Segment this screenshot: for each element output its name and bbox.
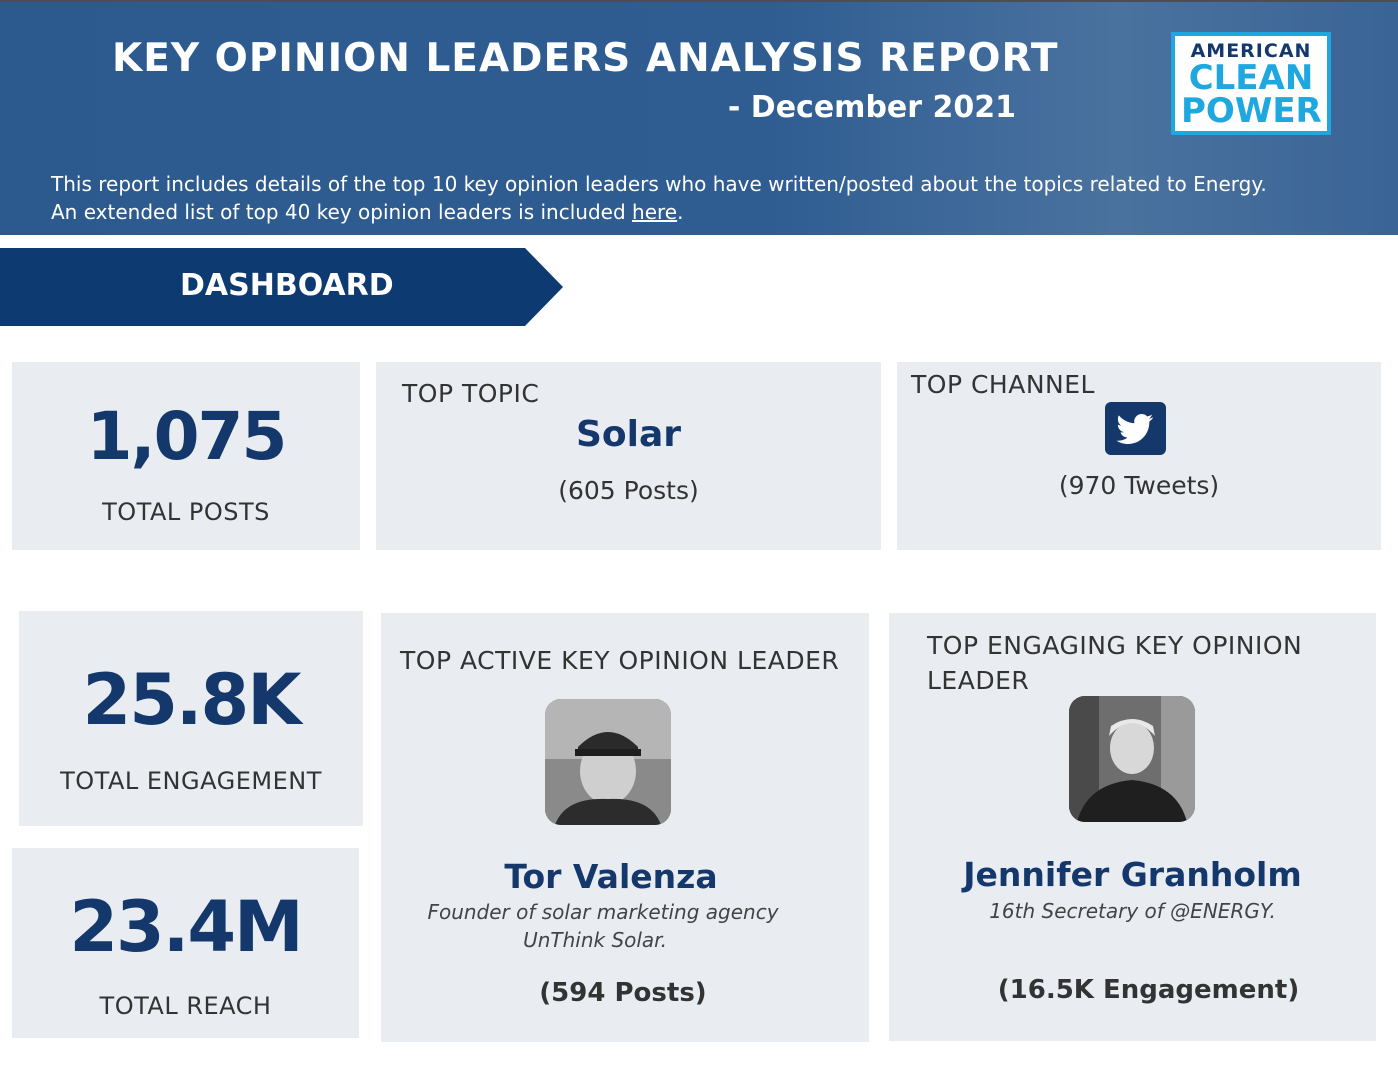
top-topic-card: TOP TOPIC Solar (605 Posts) bbox=[376, 362, 881, 550]
twitter-icon bbox=[1105, 402, 1166, 455]
top-engaging-name: Jennifer Granholm bbox=[963, 855, 1302, 894]
description-line-1: This report includes details of the top … bbox=[51, 172, 1267, 196]
top-engaging-kol-card: TOP ENGAGING KEY OPINION LEADER Jennifer… bbox=[889, 613, 1376, 1041]
top-active-bio-line-1: Founder of solar marketing agency bbox=[427, 900, 779, 924]
total-reach-card: 23.4M TOTAL REACH bbox=[12, 848, 359, 1038]
description-line-2: An extended list of top 40 key opinion l… bbox=[51, 198, 1351, 226]
total-engagement-label: TOTAL ENGAGEMENT bbox=[60, 767, 322, 795]
tor-valenza-photo bbox=[545, 699, 671, 825]
total-posts-value: 1,075 bbox=[86, 398, 288, 475]
banner-arrow-shape bbox=[0, 248, 563, 326]
logo-line-1: AMERICAN bbox=[1190, 40, 1312, 62]
total-posts-label: TOTAL POSTS bbox=[102, 498, 270, 526]
top-topic-heading: TOP TOPIC bbox=[402, 379, 540, 408]
top-channel-count: (970 Tweets) bbox=[1058, 471, 1220, 500]
american-clean-power-logo: AMERICAN CLEAN POWER bbox=[1171, 32, 1331, 135]
description-prefix: An extended list of top 40 key opinion l… bbox=[51, 200, 633, 224]
description-suffix: . bbox=[677, 200, 684, 224]
total-reach-label: TOTAL REACH bbox=[99, 992, 272, 1020]
report-subtitle: - December 2021 bbox=[727, 90, 1016, 125]
top-active-kol-card: TOP ACTIVE KEY OPINION LEADER Tor Valenz… bbox=[381, 613, 869, 1042]
top-engaging-heading-line-2: LEADER bbox=[927, 666, 1030, 695]
here-link[interactable]: here bbox=[632, 200, 678, 224]
top-active-name: Tor Valenza bbox=[504, 857, 718, 896]
top-active-heading: TOP ACTIVE KEY OPINION LEADER bbox=[400, 646, 840, 675]
top-engaging-bio: 16th Secretary of @ENERGY. bbox=[989, 899, 1276, 923]
dashboard-label: DASHBOARD bbox=[180, 268, 394, 303]
top-active-count: (594 Posts) bbox=[539, 978, 707, 1008]
total-engagement-card: 25.8K TOTAL ENGAGEMENT bbox=[19, 611, 363, 826]
report-title: KEY OPINION LEADERS ANALYSIS REPORT bbox=[112, 36, 1059, 81]
top-active-bio-line-2: UnThink Solar. bbox=[523, 928, 667, 952]
top-engaging-count: (16.5K Engagement) bbox=[997, 975, 1300, 1005]
total-posts-card: 1,075 TOTAL POSTS bbox=[12, 362, 360, 550]
jennifer-granholm-photo bbox=[1069, 696, 1195, 822]
dashboard-banner bbox=[0, 248, 565, 326]
report-header: KEY OPINION LEADERS ANALYSIS REPORT - De… bbox=[0, 0, 1398, 235]
top-channel-heading: TOP CHANNEL bbox=[911, 370, 1095, 399]
logo-line-2: CLEAN bbox=[1188, 58, 1314, 98]
total-engagement-value: 25.8K bbox=[82, 659, 302, 741]
report-description: This report includes details of the top … bbox=[51, 170, 1351, 226]
logo-line-3: POWER bbox=[1181, 91, 1322, 131]
top-engaging-heading-line-1: TOP ENGAGING KEY OPINION bbox=[927, 631, 1303, 660]
top-channel-card: TOP CHANNEL (970 Tweets) bbox=[897, 362, 1381, 550]
top-topic-count: (605 Posts) bbox=[558, 476, 699, 505]
top-topic-name: Solar bbox=[575, 414, 682, 455]
total-reach-value: 23.4M bbox=[69, 886, 303, 968]
